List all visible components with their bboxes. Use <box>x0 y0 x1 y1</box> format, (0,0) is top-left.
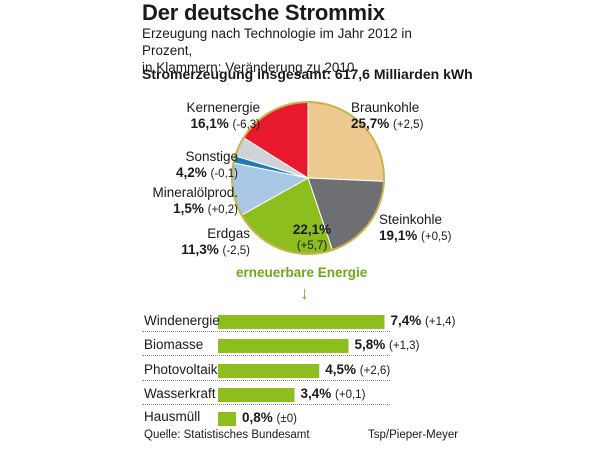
source-note: Quelle: Statistisches Bundesamt <box>144 429 310 441</box>
bar-label: Biomasse <box>144 337 204 352</box>
bar-photovoltaik <box>218 364 320 378</box>
subtitle-line-2: in Klammern: Veränderung zu 2010 <box>142 60 355 75</box>
bar-label: Hausmüll <box>144 409 201 424</box>
slice-value: 11,3% <box>181 242 219 257</box>
slice-change: (+5,7) <box>296 240 328 252</box>
bar-value-label: 3,4% (+0,1) <box>300 386 366 401</box>
slice-value: 25,7% <box>351 116 390 131</box>
row-divider <box>142 355 390 357</box>
row-divider <box>142 331 390 333</box>
slice-change: (+2,5) <box>393 119 424 131</box>
chart-title: Der deutsche Strommix <box>142 0 385 25</box>
slice-change: (+0,2) <box>207 204 238 216</box>
renewables-heading: erneuerbare Energie <box>236 265 368 280</box>
label-erdgas: Erdgas 11,3% (-2,5) <box>150 226 250 259</box>
total-generation: Stromerzeugung insgesamt: 617,6 Milliard… <box>142 66 473 82</box>
subtitle-line-1: Erzeugung nach Technologie im Jahr 2012 … <box>142 26 412 58</box>
bar-wasserkraft <box>218 388 295 402</box>
bar-value-label: 0,8% (±0) <box>242 410 297 425</box>
chart-subtitle: Erzeugung nach Technologie im Jahr 2012 … <box>142 25 462 76</box>
bar-biomasse <box>218 339 349 353</box>
bar-label: Wasserkraft <box>144 386 216 401</box>
row-divider <box>142 404 390 406</box>
bar-value-label: 4,5% (+2,6) <box>325 362 391 377</box>
label-kernenergie: Kernenergie 16,1% (-6,3) <box>150 100 260 133</box>
label-mineraloel: Mineralölprod. 1,5% (+0,2) <box>130 185 238 218</box>
label-erneuerbare: 22,1% (+5,7) <box>282 222 342 254</box>
bar-value-label: 5,8% (+1,3) <box>354 337 420 352</box>
slice-change: (-6,3) <box>232 119 260 131</box>
bar-value-label: 7,4% (+1,4) <box>390 313 456 328</box>
label-braunkohle: Braunkohle 25,7% (+2,5) <box>351 100 423 133</box>
pie-rim <box>231 101 385 255</box>
slice-value: 22,1% <box>292 222 332 237</box>
bar-windenergie <box>218 315 385 329</box>
bar-label: Windenergie <box>144 313 220 328</box>
slice-value: 16,1% <box>190 116 229 131</box>
slice-value: 4,2% <box>175 165 207 180</box>
slice-label: Steinkohle <box>379 212 443 227</box>
slice-change: (-0,1) <box>210 168 238 180</box>
label-steinkohle: Steinkohle 19,1% (+0,5) <box>379 212 451 245</box>
row-divider <box>142 380 390 382</box>
arrow-down-icon: ↓ <box>300 283 309 303</box>
slice-label: Kernenergie <box>186 100 260 115</box>
label-sonstige: Sonstige 4,2% (-0,1) <box>150 149 238 182</box>
slice-label: Erdgas <box>207 226 250 241</box>
slice-change: (-2,5) <box>222 245 250 257</box>
credit-note: Tsp/Pieper-Meyer <box>368 429 459 441</box>
bar-label: Photovoltaik <box>144 362 218 377</box>
slice-change: (+0,5) <box>421 231 452 243</box>
slice-value: 19,1% <box>379 228 418 243</box>
slice-label: Braunkohle <box>351 100 420 115</box>
slice-value: 1,5% <box>173 201 204 216</box>
bar-hausmüll <box>218 412 236 426</box>
slice-label: Sonstige <box>185 149 238 164</box>
slice-label: Mineralölprod. <box>152 185 238 200</box>
